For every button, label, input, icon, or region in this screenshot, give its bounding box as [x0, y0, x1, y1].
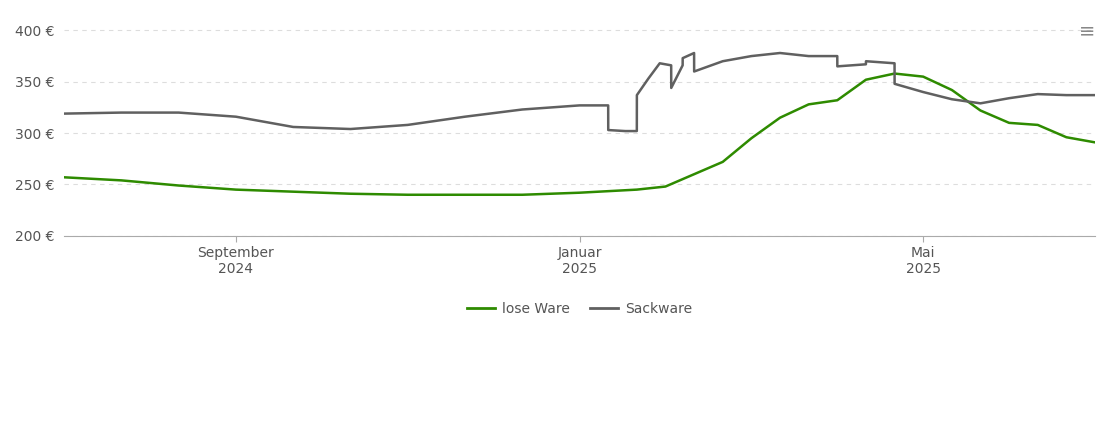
- Legend: lose Ware, Sackware: lose Ware, Sackware: [462, 297, 698, 321]
- Text: ≡: ≡: [1079, 21, 1096, 40]
